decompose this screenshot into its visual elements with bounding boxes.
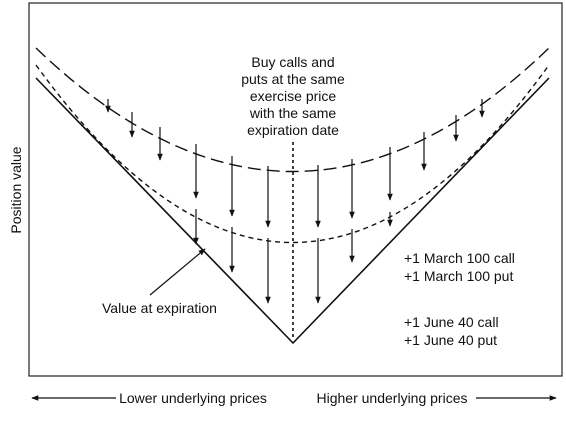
expiration-callout-arrow (149, 248, 206, 296)
x-right-label: Higher underlying prices (317, 390, 468, 406)
current-value-curve (35, 47, 550, 173)
y-axis-label: Position value (8, 146, 24, 233)
position-label: +1 June 40 call (404, 314, 499, 330)
position-label: +1 June 40 put (404, 332, 497, 348)
time-decay-arrows (105, 99, 485, 304)
center-note-line: with the same (249, 105, 337, 121)
x-left-label: Lower underlying prices (119, 390, 267, 406)
center-note-line: exercise price (250, 88, 337, 104)
expiration-value-line (35, 77, 550, 345)
expiration-label: Value at expiration (102, 300, 217, 316)
intermediate-value-curve (35, 64, 550, 244)
position-label: +1 March 100 call (404, 250, 515, 266)
position-group-june: +1 June 40 call +1 June 40 put (404, 314, 499, 348)
position-label: +1 March 100 put (404, 268, 513, 284)
center-note-line: Buy calls and (251, 54, 334, 70)
center-note: Buy calls and puts at the same exercise … (241, 54, 345, 138)
center-note-line: puts at the same (241, 71, 345, 87)
position-group-march: +1 March 100 call +1 March 100 put (404, 250, 515, 284)
plot-frame (28, 2, 563, 377)
center-note-line: expiration date (247, 122, 339, 138)
